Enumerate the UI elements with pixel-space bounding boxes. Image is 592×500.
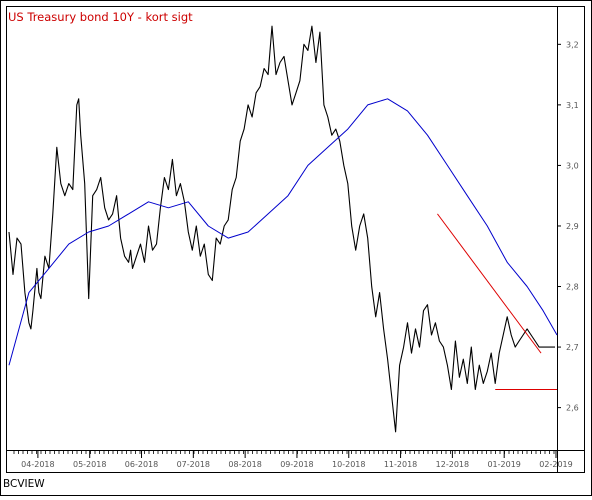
series-layer xyxy=(8,25,558,433)
y-tick-label: 2,9 xyxy=(566,222,579,231)
x-tick-label: 12-2018 xyxy=(436,460,469,469)
moving-average-line xyxy=(8,98,558,366)
y-tick-label: 3,1 xyxy=(566,101,579,110)
y-axis-ticks: 2,6 2,7 2,8 2,9 3,0 3,1 3,2 xyxy=(557,40,579,413)
x-axis-ticks: 04-2018 05-2018 06-2018 07-2018 08-2018 09-20… xyxy=(13,450,573,469)
x-tick-label: 10-2018 xyxy=(332,460,365,469)
x-tick-label: 04-2018 xyxy=(21,460,54,469)
x-tick-label: 09-2018 xyxy=(280,460,313,469)
x-tick-label: 08-2018 xyxy=(228,460,261,469)
x-tick-label: 01-2019 xyxy=(487,460,520,469)
y-tick-label: 3,2 xyxy=(566,40,579,49)
x-tick-label: 07-2018 xyxy=(177,460,210,469)
x-tick-label: 11-2018 xyxy=(384,460,417,469)
source-label: BCVIEW xyxy=(3,478,45,490)
chart-title: US Treasury bond 10Y - kort sigt xyxy=(8,10,193,24)
y-tick-label: 2,7 xyxy=(566,343,579,352)
y-tick-label: 2,6 xyxy=(566,404,579,413)
downtrend-line xyxy=(437,213,542,354)
y-tick-label: 3,0 xyxy=(566,161,579,170)
x-tick-label: 02-2019 xyxy=(539,460,572,469)
x-tick-label: 05-2018 xyxy=(73,460,106,469)
price-line xyxy=(8,25,555,433)
plot-border xyxy=(6,6,585,473)
x-tick-label: 06-2018 xyxy=(125,460,158,469)
y-tick-label: 2,8 xyxy=(566,283,579,292)
